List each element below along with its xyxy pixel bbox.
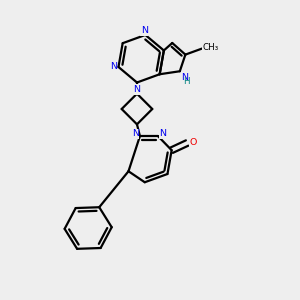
Text: N: N [134,85,140,94]
Text: H: H [183,77,190,86]
Text: CH₃: CH₃ [202,44,218,52]
Text: N: N [182,73,189,82]
Text: O: O [190,138,197,147]
Text: N: N [141,26,148,35]
Text: N: N [132,129,139,138]
Text: N: N [159,129,166,138]
Text: N: N [110,62,117,71]
